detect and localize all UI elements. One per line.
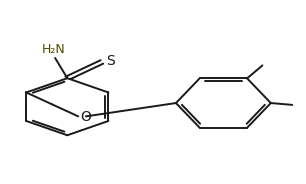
Text: H₂N: H₂N <box>42 43 65 56</box>
Text: S: S <box>106 54 115 68</box>
Text: O: O <box>80 110 91 124</box>
